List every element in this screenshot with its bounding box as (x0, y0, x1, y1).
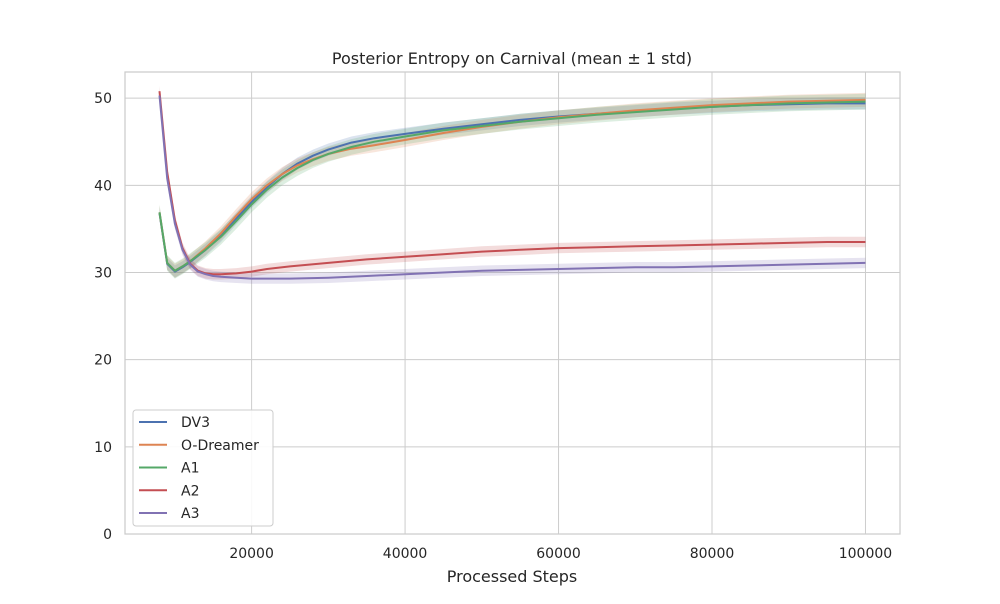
x-tick-label: 80000 (690, 546, 735, 562)
legend-label: A3 (181, 506, 199, 522)
legend-label: DV3 (181, 415, 210, 431)
series-line-a3 (158, 95, 866, 280)
series-line-a1 (158, 100, 866, 272)
chart-title: Posterior Entropy on Carnival (mean ± 1 … (332, 49, 692, 68)
x-tick-labels: 20000 40000 60000 80000 100000 (229, 546, 892, 562)
y-tick-label: 50 (94, 91, 112, 107)
x-tick-label: 100000 (839, 546, 892, 562)
plot-area-frame (124, 71, 901, 535)
y-tick-label: 40 (94, 178, 112, 194)
x-axis-label: Processed Steps (447, 567, 578, 586)
y-tick-labels: 0 10 20 30 40 50 (94, 91, 112, 543)
x-tick-label: 40000 (383, 546, 428, 562)
y-tick-label: 0 (103, 527, 112, 543)
y-tick-label: 30 (94, 265, 112, 281)
legend-label: A2 (181, 483, 199, 499)
x-tick-label: 20000 (229, 546, 274, 562)
legend-label: A1 (181, 461, 199, 477)
x-tick-label: 60000 (536, 546, 581, 562)
std-band-dv3 (159, 97, 866, 278)
legend-box (132, 409, 274, 527)
y-tick-label: 10 (94, 440, 112, 456)
legend-label: O-Dreamer (181, 438, 259, 454)
y-tick-label: 20 (94, 353, 112, 369)
legend: DV3 O-Dreamer A1 A2 A3 (132, 409, 274, 527)
series-lines (158, 91, 866, 280)
